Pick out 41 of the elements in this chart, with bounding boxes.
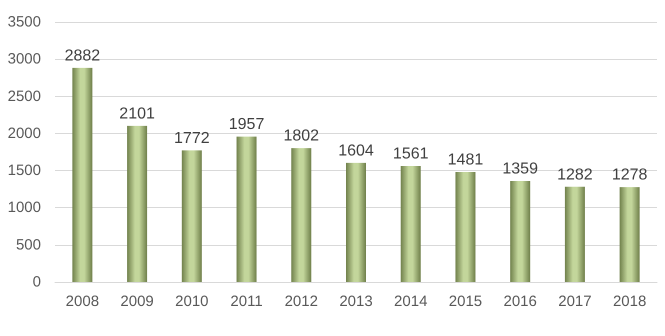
bar (620, 187, 640, 282)
y-tick-label: 3500 (8, 14, 41, 30)
data-label: 1359 (502, 160, 538, 178)
x-tick-label: 2014 (394, 293, 428, 310)
x-tick-label: 2008 (66, 293, 100, 310)
bar (72, 68, 92, 282)
y-tick-label: 1500 (8, 162, 41, 180)
bar (182, 150, 202, 282)
x-tick-label: 2012 (284, 293, 318, 310)
bar (291, 148, 312, 282)
data-label: 1561 (392, 146, 429, 163)
bar (127, 126, 148, 282)
bar (564, 186, 585, 282)
data-label: 1772 (174, 130, 210, 147)
x-tick-label: 2011 (230, 293, 263, 310)
bar (236, 136, 257, 282)
data-label: 2101 (119, 105, 155, 122)
data-label: 2882 (64, 47, 100, 64)
y-tick-label: 1000 (8, 199, 41, 216)
y-tick-label: 0 (32, 274, 41, 290)
data-label: 1604 (338, 142, 374, 160)
y-tick-label: 3000 (8, 50, 41, 68)
y-tick-label: 2000 (8, 124, 41, 142)
x-tick-label: 2018 (612, 293, 646, 310)
y-tick-label: 500 (16, 236, 41, 254)
bar (346, 162, 366, 282)
x-tick-label: 2009 (120, 293, 154, 310)
bar (510, 181, 530, 282)
x-tick-label: 2017 (558, 293, 592, 310)
data-label: 1278 (612, 166, 648, 184)
bar (400, 166, 421, 282)
x-tick-label: 2013 (339, 293, 373, 310)
x-tick-label: 2015 (448, 293, 482, 310)
bar (455, 172, 476, 282)
data-label: 1802 (283, 128, 320, 145)
data-label: 1957 (228, 116, 264, 134)
x-tick-label: 2016 (503, 293, 537, 310)
data-label: 1481 (448, 151, 484, 168)
x-tick-label: 2010 (175, 293, 209, 310)
data-label: 1282 (557, 166, 593, 184)
y-tick-label: 2500 (8, 88, 41, 105)
